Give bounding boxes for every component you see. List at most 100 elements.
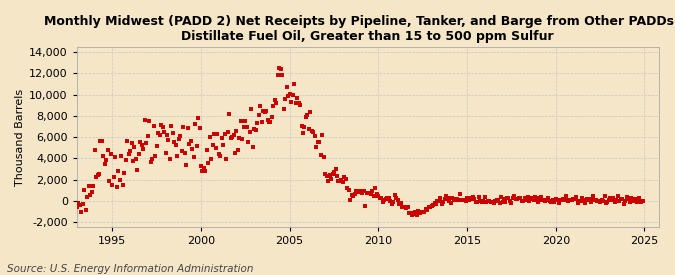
Point	[126, 141, 137, 145]
Point	[395, 201, 406, 205]
Point	[470, 200, 481, 204]
Point	[281, 84, 292, 89]
Point	[373, 194, 384, 199]
Point	[488, 200, 499, 205]
Point	[309, 134, 320, 139]
Point	[456, 197, 466, 202]
Point	[494, 200, 505, 205]
Point	[135, 140, 146, 145]
Point	[506, 201, 517, 205]
Point	[462, 196, 472, 200]
Point	[205, 134, 215, 139]
Point	[596, 198, 607, 203]
Point	[187, 146, 198, 151]
Point	[401, 206, 412, 211]
Point	[202, 148, 213, 153]
Point	[190, 122, 200, 126]
Point	[290, 100, 301, 105]
Point	[207, 142, 218, 147]
Point	[222, 130, 233, 134]
Point	[74, 202, 85, 207]
Point	[209, 132, 219, 136]
Point	[130, 157, 141, 162]
Point	[324, 172, 335, 177]
Point	[550, 196, 561, 201]
Point	[262, 117, 273, 122]
Point	[432, 199, 443, 203]
Point	[98, 154, 109, 158]
Point	[426, 203, 437, 208]
Point	[634, 199, 645, 204]
Point	[481, 200, 491, 205]
Point	[284, 92, 295, 96]
Point	[587, 194, 598, 199]
Point	[221, 156, 232, 161]
Point	[452, 197, 462, 202]
Point	[379, 197, 389, 202]
Point	[138, 147, 148, 151]
Point	[90, 175, 101, 179]
Point	[253, 113, 264, 117]
Point	[228, 133, 239, 137]
Point	[578, 198, 589, 202]
Point	[543, 196, 554, 200]
Point	[435, 196, 446, 201]
Title: Monthly Midwest (PADD 2) Net Receipts by Pipeline, Tanker, and Barge from Other : Monthly Midwest (PADD 2) Net Receipts by…	[44, 15, 675, 43]
Point	[80, 208, 91, 212]
Point	[107, 183, 117, 187]
Point	[119, 171, 130, 175]
Point	[479, 195, 490, 199]
Point	[463, 198, 474, 202]
Point	[227, 134, 238, 139]
Point	[428, 202, 439, 207]
Point	[514, 196, 524, 200]
Point	[273, 73, 284, 77]
Point	[411, 213, 422, 217]
Point	[88, 184, 99, 189]
Point	[576, 198, 587, 203]
Point	[437, 202, 448, 206]
Point	[561, 194, 572, 198]
Point	[605, 196, 616, 200]
Point	[89, 148, 100, 152]
Point	[376, 196, 387, 200]
Point	[346, 192, 357, 197]
Point	[358, 189, 369, 194]
Point	[457, 198, 468, 202]
Point	[185, 138, 196, 143]
Point	[597, 199, 608, 204]
Point	[304, 127, 315, 132]
Point	[504, 199, 515, 204]
Point	[243, 140, 254, 145]
Point	[620, 199, 630, 203]
Point	[211, 146, 221, 150]
Point	[362, 191, 373, 195]
Point	[105, 152, 116, 156]
Point	[329, 170, 340, 175]
Point	[450, 196, 460, 201]
Point	[552, 198, 563, 203]
Point	[157, 125, 168, 130]
Point	[487, 200, 497, 204]
Point	[178, 125, 188, 129]
Point	[180, 151, 190, 155]
Point	[522, 195, 533, 199]
Point	[632, 200, 643, 204]
Point	[370, 186, 381, 190]
Point	[150, 153, 161, 158]
Point	[249, 127, 260, 131]
Point	[566, 198, 577, 202]
Point	[160, 151, 171, 155]
Point	[583, 197, 594, 202]
Point	[339, 175, 350, 180]
Point	[274, 65, 285, 70]
Point	[292, 96, 302, 101]
Point	[626, 196, 637, 200]
Point	[425, 205, 435, 210]
Point	[218, 143, 229, 147]
Point	[169, 140, 180, 144]
Point	[247, 144, 258, 149]
Point	[225, 136, 236, 140]
Point	[574, 199, 585, 203]
Point	[335, 179, 346, 183]
